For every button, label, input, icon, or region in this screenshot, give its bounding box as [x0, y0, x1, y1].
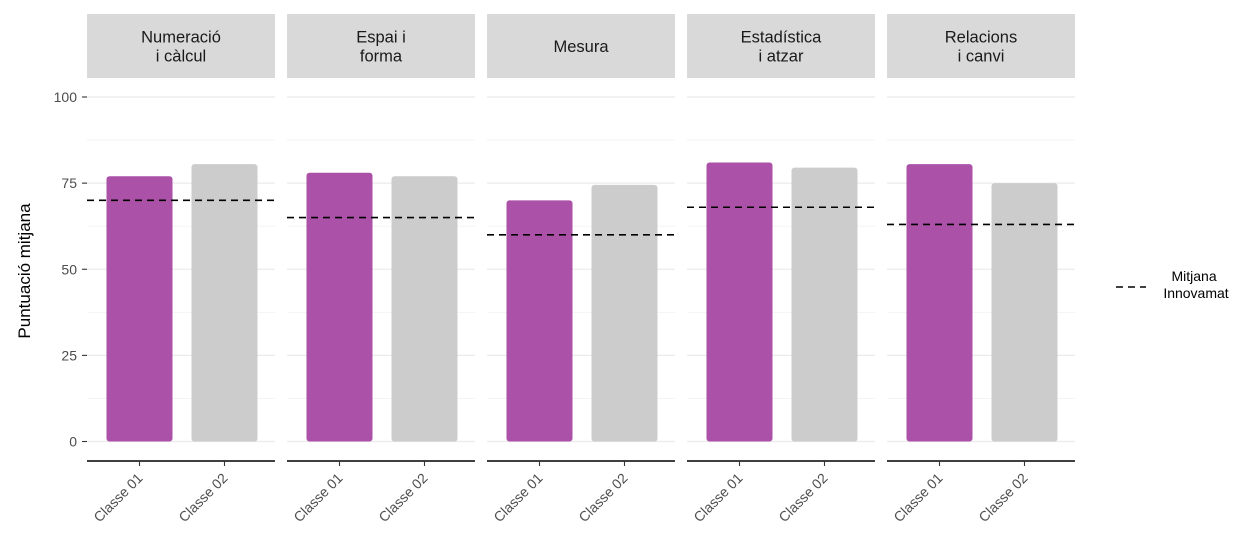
- x-tick-label: Classe 01: [290, 470, 345, 525]
- bar: [306, 172, 373, 442]
- x-tick-label: Classe 02: [975, 470, 1030, 525]
- y-tick-label: 25: [61, 347, 77, 363]
- facet-panel: Mesura Classe 01 Classe 02: [487, 14, 675, 525]
- x-tick-label: Classe 01: [890, 470, 945, 525]
- facet-strip: [487, 14, 675, 78]
- bar: [191, 164, 258, 442]
- bar: [106, 176, 173, 442]
- facet-strip: [887, 14, 1075, 78]
- facet-title-line: Espai i: [356, 29, 406, 47]
- facet-title-line: Mesura: [553, 38, 609, 56]
- x-tick-label: Classe 01: [490, 470, 545, 525]
- legend: Mitjana Innovamat: [1116, 268, 1229, 301]
- bar: [506, 200, 573, 442]
- y-tick-label: 75: [61, 175, 77, 191]
- bar: [706, 162, 773, 442]
- facet-strip: [287, 14, 475, 78]
- facet-strip: [87, 14, 275, 78]
- x-tick-label: Classe 02: [575, 470, 630, 525]
- facet-strip: [687, 14, 875, 78]
- facet-title-line: i atzar: [759, 48, 804, 66]
- facet-title-line: Relacions: [945, 29, 1017, 47]
- x-tick-label: Classe 01: [90, 470, 145, 525]
- y-tick-label: 50: [61, 261, 77, 277]
- legend-label-line-2: Innovamat: [1163, 285, 1228, 301]
- facet-title-line: Numeració: [141, 29, 221, 47]
- bar: [591, 184, 658, 442]
- facet-title-line: i canvi: [958, 48, 1005, 66]
- x-tick-label: Classe 02: [375, 470, 430, 525]
- legend-label-line-1: Mitjana: [1171, 268, 1216, 284]
- x-tick-label: Classe 02: [175, 470, 230, 525]
- x-tick-label: Classe 02: [775, 470, 830, 525]
- facet-title-line: Estadística: [741, 29, 823, 47]
- y-tick-label: 0: [69, 434, 77, 450]
- y-tick-label: 100: [54, 89, 78, 105]
- bar: [791, 167, 858, 442]
- legend-label: Mitjana Innovamat: [1163, 268, 1228, 301]
- facet-title-line: forma: [360, 48, 403, 66]
- y-axis-title: Puntuació mitjana: [15, 203, 34, 339]
- facet-title-line: i càlcul: [156, 48, 206, 66]
- bar: [906, 164, 973, 442]
- x-tick-label: Classe 01: [690, 470, 745, 525]
- bar: [391, 176, 458, 442]
- bar: [991, 183, 1058, 442]
